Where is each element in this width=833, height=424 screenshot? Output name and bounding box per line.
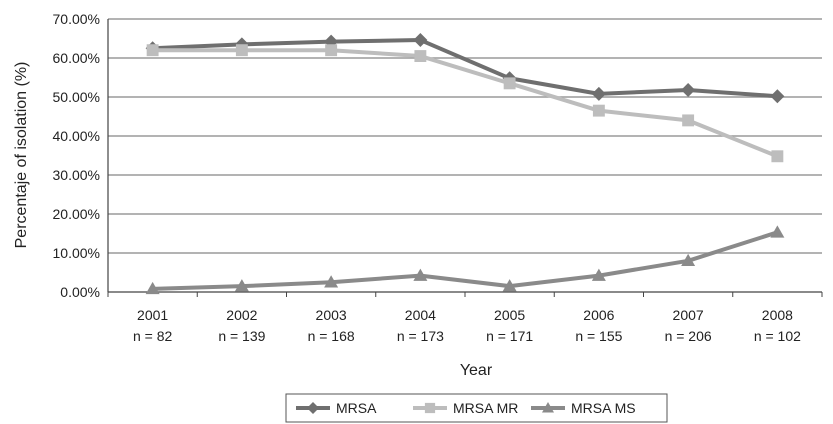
legend-box [285,393,668,423]
x-tick-sublabel: n = 173 [397,328,444,344]
series-mrsa-ms [145,225,785,295]
legend-item-mrsa: MRSA [296,400,377,416]
point-mrsa-mr [592,104,605,117]
x-tick-sublabel: n = 155 [575,328,622,344]
x-tick-label: 2008 [762,307,793,323]
x-tick-label: 2003 [316,307,347,323]
y-axis-label: Percentaje of isolation (%) [13,62,30,249]
point-mrsa-ms [413,268,428,281]
point-mrsa [681,82,696,97]
point-mrsa-ms [324,275,339,288]
point-mrsa [591,86,606,101]
series-line-mrsa-ms [152,230,778,291]
series-line-mrsa-mr [152,48,779,159]
x-tick-labels: 2001 n = 82 2002 n = 139 2003 n = 168 2004 n = … [133,307,801,344]
x-tick-sublabel: n = 171 [486,328,533,344]
y-tick-label: 10.00% [53,245,100,261]
legend-item-mrsa-mr: MRSA MR [413,400,518,416]
gridlines [108,18,822,254]
legend-label: MRSA MS [571,400,636,416]
x-tick-label: 2007 [673,307,704,323]
point-mrsa-mr [682,114,695,127]
x-tick-label: 2005 [494,307,525,323]
point-mrsa-mr [414,50,427,62]
series-mrsa-mr [146,44,784,163]
y-tick-label: 60.00% [53,50,100,66]
y-tick-labels: 0.00% 10.00% 20.00% 30.00% 40.00% 50.00% 60.00… [53,11,100,300]
point-mrsa-mr [325,44,338,57]
x-tick-sublabel: n = 82 [133,328,173,344]
series-line-mrsa [152,38,778,99]
legend-marker [307,402,319,414]
point-mrsa-mr [771,150,784,163]
x-tick-label: 2006 [583,307,614,323]
legend-marker [424,402,436,414]
x-tick-sublabel: n = 206 [665,328,712,344]
x-tick-sublabel: n = 139 [218,328,265,344]
point-mrsa-ms [234,279,249,292]
point-mrsa-ms [770,225,785,238]
point-mrsa-ms [591,268,606,281]
legend-label: MRSA MR [453,400,518,416]
x-tick-label: 2002 [226,307,257,323]
y-tick-label: 70.00% [53,11,100,27]
series-lines [145,33,785,295]
axes [107,19,823,297]
y-tick-label: 40.00% [53,128,100,144]
point-mrsa-ms [681,253,696,267]
y-tick-label: 30.00% [53,167,100,183]
point-mrsa-ms [145,281,160,295]
point-mrsa [770,89,785,104]
point-mrsa-mr [146,44,159,57]
x-tick-sublabel: n = 102 [754,328,801,344]
legend-item-mrsa-ms: MRSA MS [531,400,636,416]
x-tick-label: 2001 [137,307,168,323]
x-tick-label: 2004 [405,307,436,323]
y-tick-label: 50.00% [53,89,100,105]
point-mrsa [413,33,428,48]
x-axis-label: Year [460,362,493,379]
point-mrsa-ms [502,279,517,292]
point-mrsa-mr [503,77,516,90]
point-mrsa-mr [235,44,248,57]
legend-marker [542,402,554,413]
legend: MRSA MRSA MR MRSA MS [285,393,668,423]
legend-label: MRSA [336,400,377,416]
y-tick-label: 20.00% [53,206,100,222]
x-tick-sublabel: n = 168 [308,328,355,344]
y-tick-label: 0.00% [60,284,100,300]
